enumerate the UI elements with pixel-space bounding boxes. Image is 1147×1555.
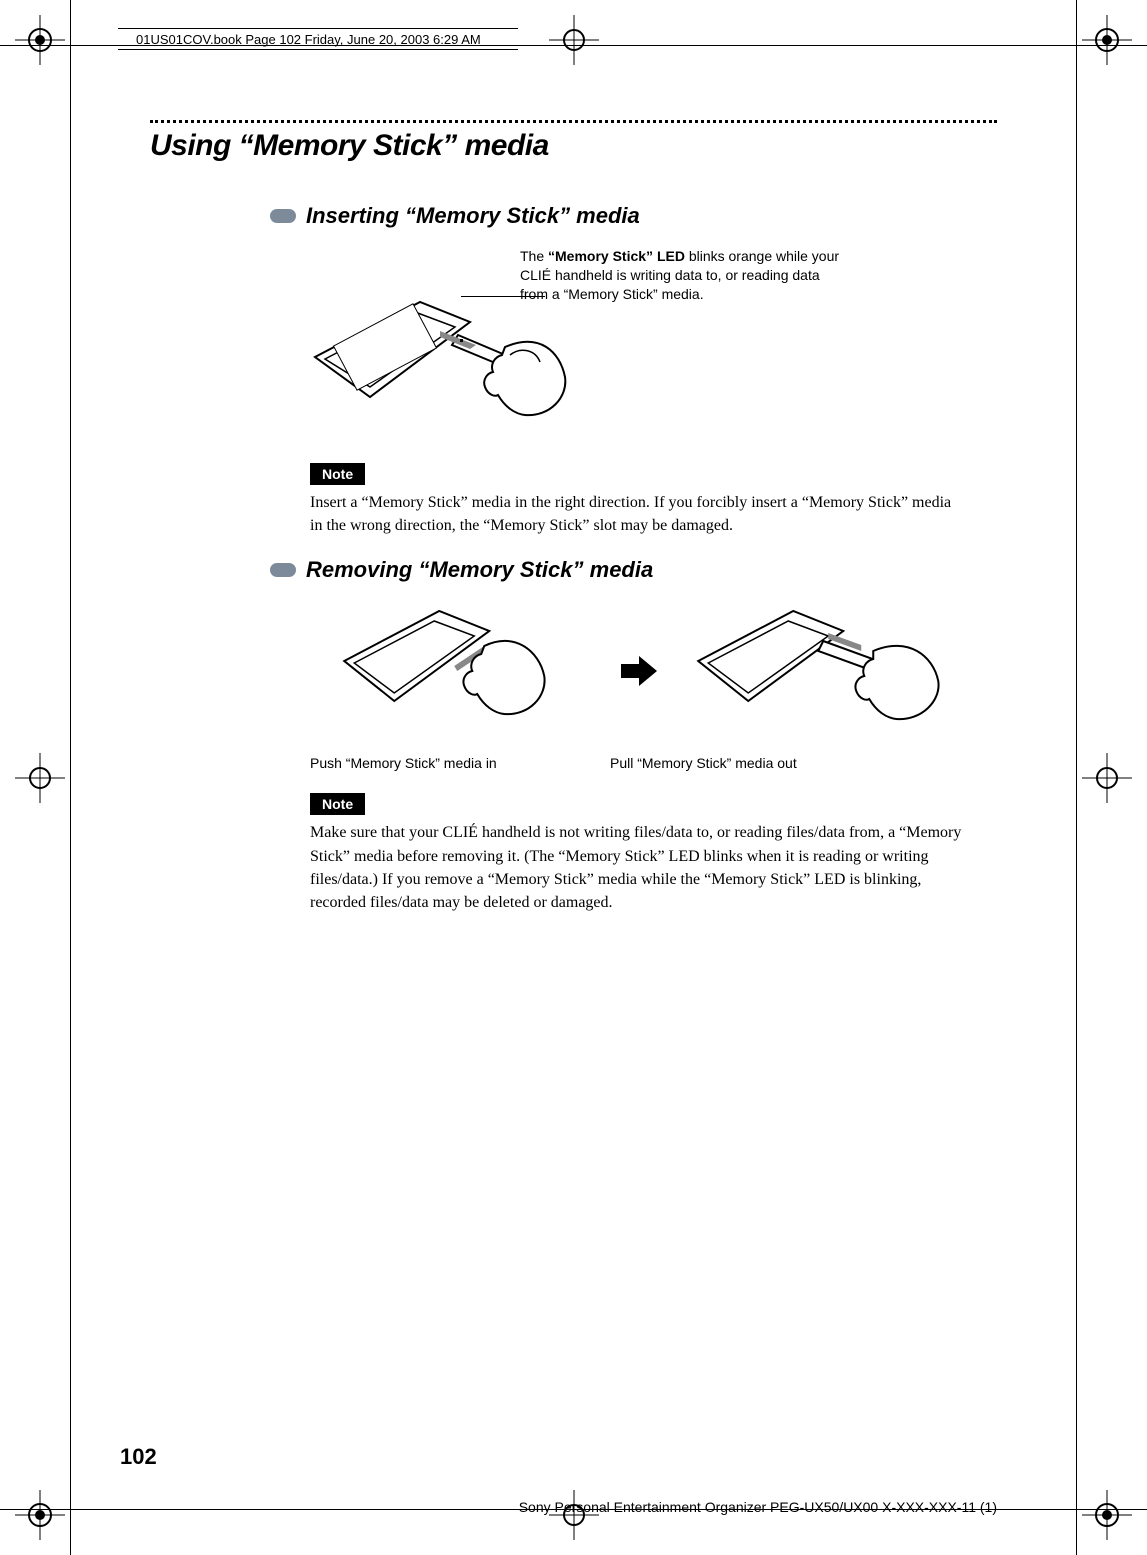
crop-mark-icon	[1082, 753, 1132, 803]
page-number: 102	[120, 1444, 157, 1470]
frame-line	[70, 0, 71, 1555]
caption-pull: Pull “Memory Stick” media out	[610, 755, 797, 771]
insert-figure: The “Memory Stick” LED blinks orange whi…	[310, 247, 967, 457]
dotted-rule	[150, 120, 997, 123]
crop-mark-icon	[549, 15, 599, 65]
figure-captions: Push “Memory Stick” media in Pull “Memor…	[310, 755, 967, 771]
device-pull-illustration-icon	[679, 601, 968, 741]
footer-text: Sony Personal Entertainment Organizer PE…	[519, 1499, 997, 1515]
crop-mark-icon	[15, 1490, 65, 1540]
crop-mark-icon	[549, 1490, 599, 1540]
section-heading: Removing “Memory Stick” media	[306, 557, 653, 583]
section-heading-row: Removing “Memory Stick” media	[270, 557, 997, 583]
led-caption-pre: The	[520, 248, 548, 264]
page-title: Using “Memory Stick” media	[150, 129, 997, 163]
heading-bullet-icon	[270, 209, 296, 223]
crop-mark-icon	[1082, 1490, 1132, 1540]
document-meta-header: 01US01COV.book Page 102 Friday, June 20,…	[130, 30, 487, 49]
note-label: Note	[310, 463, 365, 485]
note-label: Note	[310, 793, 365, 815]
crop-mark-icon	[15, 753, 65, 803]
led-caption-bold: “Memory Stick” LED	[548, 248, 685, 264]
caption-push: Push “Memory Stick” media in	[310, 755, 540, 771]
section-heading: Inserting “Memory Stick” media	[306, 203, 640, 229]
note-text: Make sure that your CLIÉ handheld is not…	[310, 821, 967, 914]
heading-bullet-icon	[270, 563, 296, 577]
section-heading-row: Inserting “Memory Stick” media	[270, 203, 997, 229]
crop-mark-icon	[1082, 15, 1132, 65]
device-illustration-icon	[310, 287, 590, 447]
device-push-illustration-icon	[310, 601, 599, 741]
frame-line	[1076, 0, 1077, 1555]
note-text: Insert a “Memory Stick” media in the rig…	[310, 491, 967, 537]
crop-mark-icon	[15, 15, 65, 65]
arrow-right-icon	[619, 656, 659, 686]
remove-figure-row	[310, 601, 967, 741]
